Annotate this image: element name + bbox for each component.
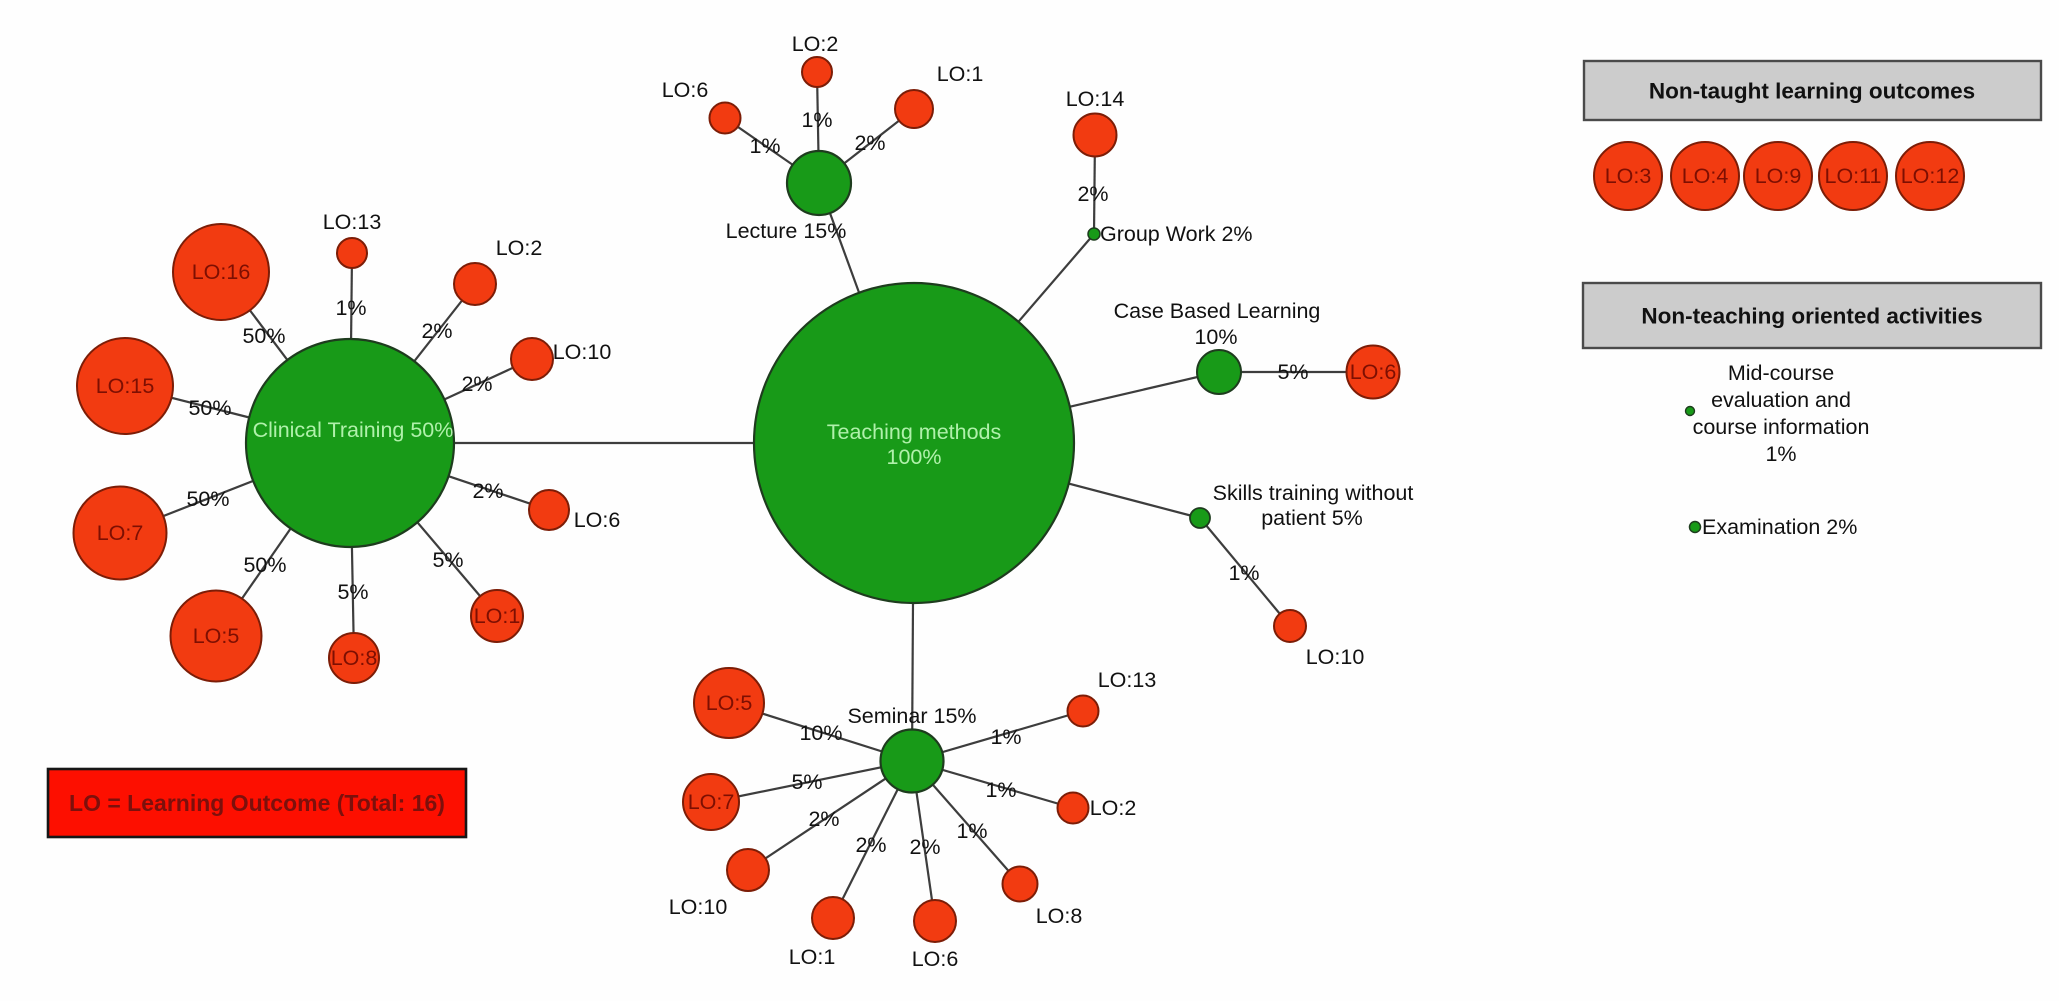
svg-text:Group Work 2%: Group Work 2% (1100, 222, 1253, 246)
svg-text:50%: 50% (243, 553, 286, 577)
svg-text:10%: 10% (799, 721, 842, 745)
svg-text:2%: 2% (855, 833, 886, 857)
svg-text:LO:10: LO:10 (553, 340, 612, 364)
svg-text:50%: 50% (186, 487, 229, 511)
svg-text:Clinical Training 50%: Clinical Training 50% (253, 418, 454, 442)
svg-text:1%: 1% (990, 725, 1021, 749)
svg-text:LO:3: LO:3 (1605, 164, 1652, 188)
svg-text:100%: 100% (887, 445, 942, 469)
svg-text:2%: 2% (1077, 182, 1108, 206)
svg-text:1%: 1% (749, 134, 780, 158)
svg-text:LO:6: LO:6 (662, 78, 709, 102)
svg-text:LO:6: LO:6 (912, 947, 959, 971)
svg-text:Non-taught learning outcomes: Non-taught learning outcomes (1649, 79, 1975, 104)
svg-text:LO:2: LO:2 (496, 236, 543, 260)
svg-text:5%: 5% (432, 548, 463, 572)
svg-text:LO:16: LO:16 (192, 260, 251, 284)
svg-text:2%: 2% (472, 479, 503, 503)
svg-text:1%: 1% (956, 819, 987, 843)
svg-text:5%: 5% (337, 580, 368, 604)
svg-text:Lecture 15%: Lecture 15% (726, 219, 847, 243)
svg-text:LO:5: LO:5 (193, 624, 240, 648)
svg-text:50%: 50% (242, 324, 285, 348)
svg-text:LO:2: LO:2 (1090, 796, 1137, 820)
svg-text:Teaching methods: Teaching methods (827, 420, 1002, 444)
svg-text:Examination 2%: Examination 2% (1702, 515, 1857, 539)
svg-text:LO:1: LO:1 (474, 604, 521, 628)
svg-text:course information: course information (1693, 415, 1870, 439)
svg-text:1%: 1% (801, 108, 832, 132)
svg-text:LO:10: LO:10 (669, 895, 728, 919)
svg-text:2%: 2% (461, 372, 492, 396)
svg-text:2%: 2% (909, 835, 940, 859)
svg-text:2%: 2% (421, 319, 452, 343)
svg-text:LO:8: LO:8 (1036, 904, 1083, 928)
svg-text:LO:10: LO:10 (1306, 645, 1365, 669)
svg-text:LO:14: LO:14 (1066, 87, 1125, 111)
svg-text:Mid-course: Mid-course (1728, 361, 1834, 385)
svg-text:Case Based Learning: Case Based Learning (1114, 299, 1321, 323)
svg-text:2%: 2% (808, 807, 839, 831)
svg-text:2%: 2% (854, 131, 885, 155)
svg-text:evaluation and: evaluation and (1711, 388, 1851, 412)
svg-text:5%: 5% (791, 770, 822, 794)
svg-text:LO:12: LO:12 (1901, 164, 1960, 188)
svg-text:LO:15: LO:15 (96, 374, 155, 398)
svg-text:LO:1: LO:1 (937, 62, 984, 86)
svg-text:LO:13: LO:13 (323, 210, 382, 234)
svg-text:10%: 10% (1194, 325, 1237, 349)
svg-text:patient 5%: patient 5% (1261, 506, 1363, 530)
svg-text:LO:11: LO:11 (1825, 164, 1882, 188)
svg-text:Seminar 15%: Seminar 15% (847, 704, 976, 728)
svg-text:LO:6: LO:6 (574, 508, 621, 532)
svg-text:5%: 5% (1277, 360, 1308, 384)
svg-text:Skills training without: Skills training without (1213, 481, 1414, 505)
svg-text:LO:5: LO:5 (706, 691, 753, 715)
svg-text:LO:9: LO:9 (1755, 164, 1802, 188)
svg-text:LO:6: LO:6 (1350, 360, 1397, 384)
svg-text:LO:1: LO:1 (789, 945, 836, 969)
svg-text:LO:4: LO:4 (1682, 164, 1729, 188)
svg-text:LO:13: LO:13 (1098, 668, 1157, 692)
svg-text:LO:2: LO:2 (792, 32, 839, 56)
svg-text:LO = Learning Outcome (Total:: LO = Learning Outcome (Total: 16) (69, 790, 445, 816)
svg-text:LO:8: LO:8 (331, 646, 378, 670)
svg-text:LO:7: LO:7 (97, 521, 144, 545)
svg-text:1%: 1% (335, 296, 366, 320)
svg-text:Non-teaching oriented activiti: Non-teaching oriented activities (1641, 304, 1982, 329)
svg-text:50%: 50% (188, 396, 231, 420)
svg-text:1%: 1% (1765, 442, 1796, 466)
svg-text:1%: 1% (985, 778, 1016, 802)
svg-text:1%: 1% (1228, 561, 1259, 585)
svg-text:LO:7: LO:7 (688, 790, 735, 814)
